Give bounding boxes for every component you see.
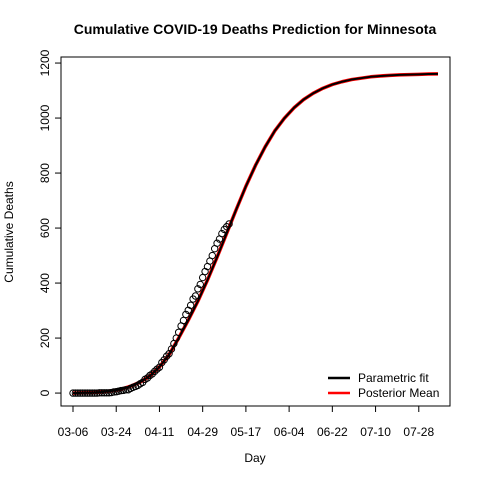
observed-point <box>100 389 108 397</box>
observed-point <box>225 220 233 228</box>
observed-point <box>110 388 118 396</box>
observed-point <box>86 389 94 397</box>
x-tick-label: 07-10 <box>360 425 391 439</box>
observed-point <box>93 389 101 397</box>
y-tick-label: 1000 <box>38 104 52 131</box>
observed-point <box>105 389 113 397</box>
observed-point <box>76 389 84 397</box>
y-tick-label: 0 <box>38 389 52 396</box>
observed-point <box>194 285 202 293</box>
observed-point <box>78 389 87 397</box>
observed-point <box>155 363 164 371</box>
y-tick-label: 400 <box>38 273 52 293</box>
observed-point <box>213 239 221 247</box>
observed-point <box>143 374 152 382</box>
observed-point <box>83 389 92 397</box>
observed-point <box>191 292 200 300</box>
observed-point <box>153 365 161 373</box>
x-axis-label: Day <box>244 451 265 465</box>
series-line <box>72 72 439 395</box>
y-tick-label: 800 <box>38 163 52 183</box>
observed-point <box>218 229 226 238</box>
x-tick-label: 06-22 <box>317 425 348 439</box>
observed-point <box>165 350 173 358</box>
y-tick-label: 600 <box>38 218 52 238</box>
observed-point <box>179 316 188 325</box>
observed-point <box>148 370 156 378</box>
observed-point <box>98 389 106 397</box>
legend-label: Parametric fit <box>358 371 429 385</box>
x-tick-label: 04-29 <box>187 425 218 439</box>
x-tick-label: 05-17 <box>231 425 262 439</box>
x-tick-label: 06-04 <box>274 425 305 439</box>
observed-point <box>150 367 159 376</box>
legend-label: Posterior Mean <box>358 386 439 400</box>
observed-point <box>198 273 207 282</box>
observed-point <box>162 352 171 360</box>
x-tick-label: 04-11 <box>145 425 175 439</box>
y-tick-label: 200 <box>38 328 52 348</box>
observed-point <box>69 389 77 397</box>
plot-frame <box>60 56 451 407</box>
observed-point <box>122 386 130 394</box>
observed-point <box>81 389 89 397</box>
observed-point <box>117 386 125 395</box>
observed-point <box>95 389 104 397</box>
x-tick-label: 03-24 <box>101 425 132 439</box>
observed-point <box>74 389 82 397</box>
x-tick-label: 07-28 <box>403 425 434 439</box>
observed-point <box>196 280 204 289</box>
x-tick-label: 03-06 <box>58 425 89 439</box>
observed-point <box>208 251 216 260</box>
observed-point <box>182 310 190 319</box>
observed-point <box>186 301 195 310</box>
observed-point <box>174 328 183 336</box>
observed-point <box>88 389 96 397</box>
series-line <box>72 72 439 395</box>
observed-point <box>71 389 80 397</box>
y-tick-label: 1200 <box>38 49 52 76</box>
observed-point <box>102 389 111 397</box>
observed-point <box>90 389 99 397</box>
chart-title: Cumulative COVID-19 Deaths Prediction fo… <box>74 21 437 37</box>
y-axis-label: Cumulative Deaths <box>2 181 16 282</box>
